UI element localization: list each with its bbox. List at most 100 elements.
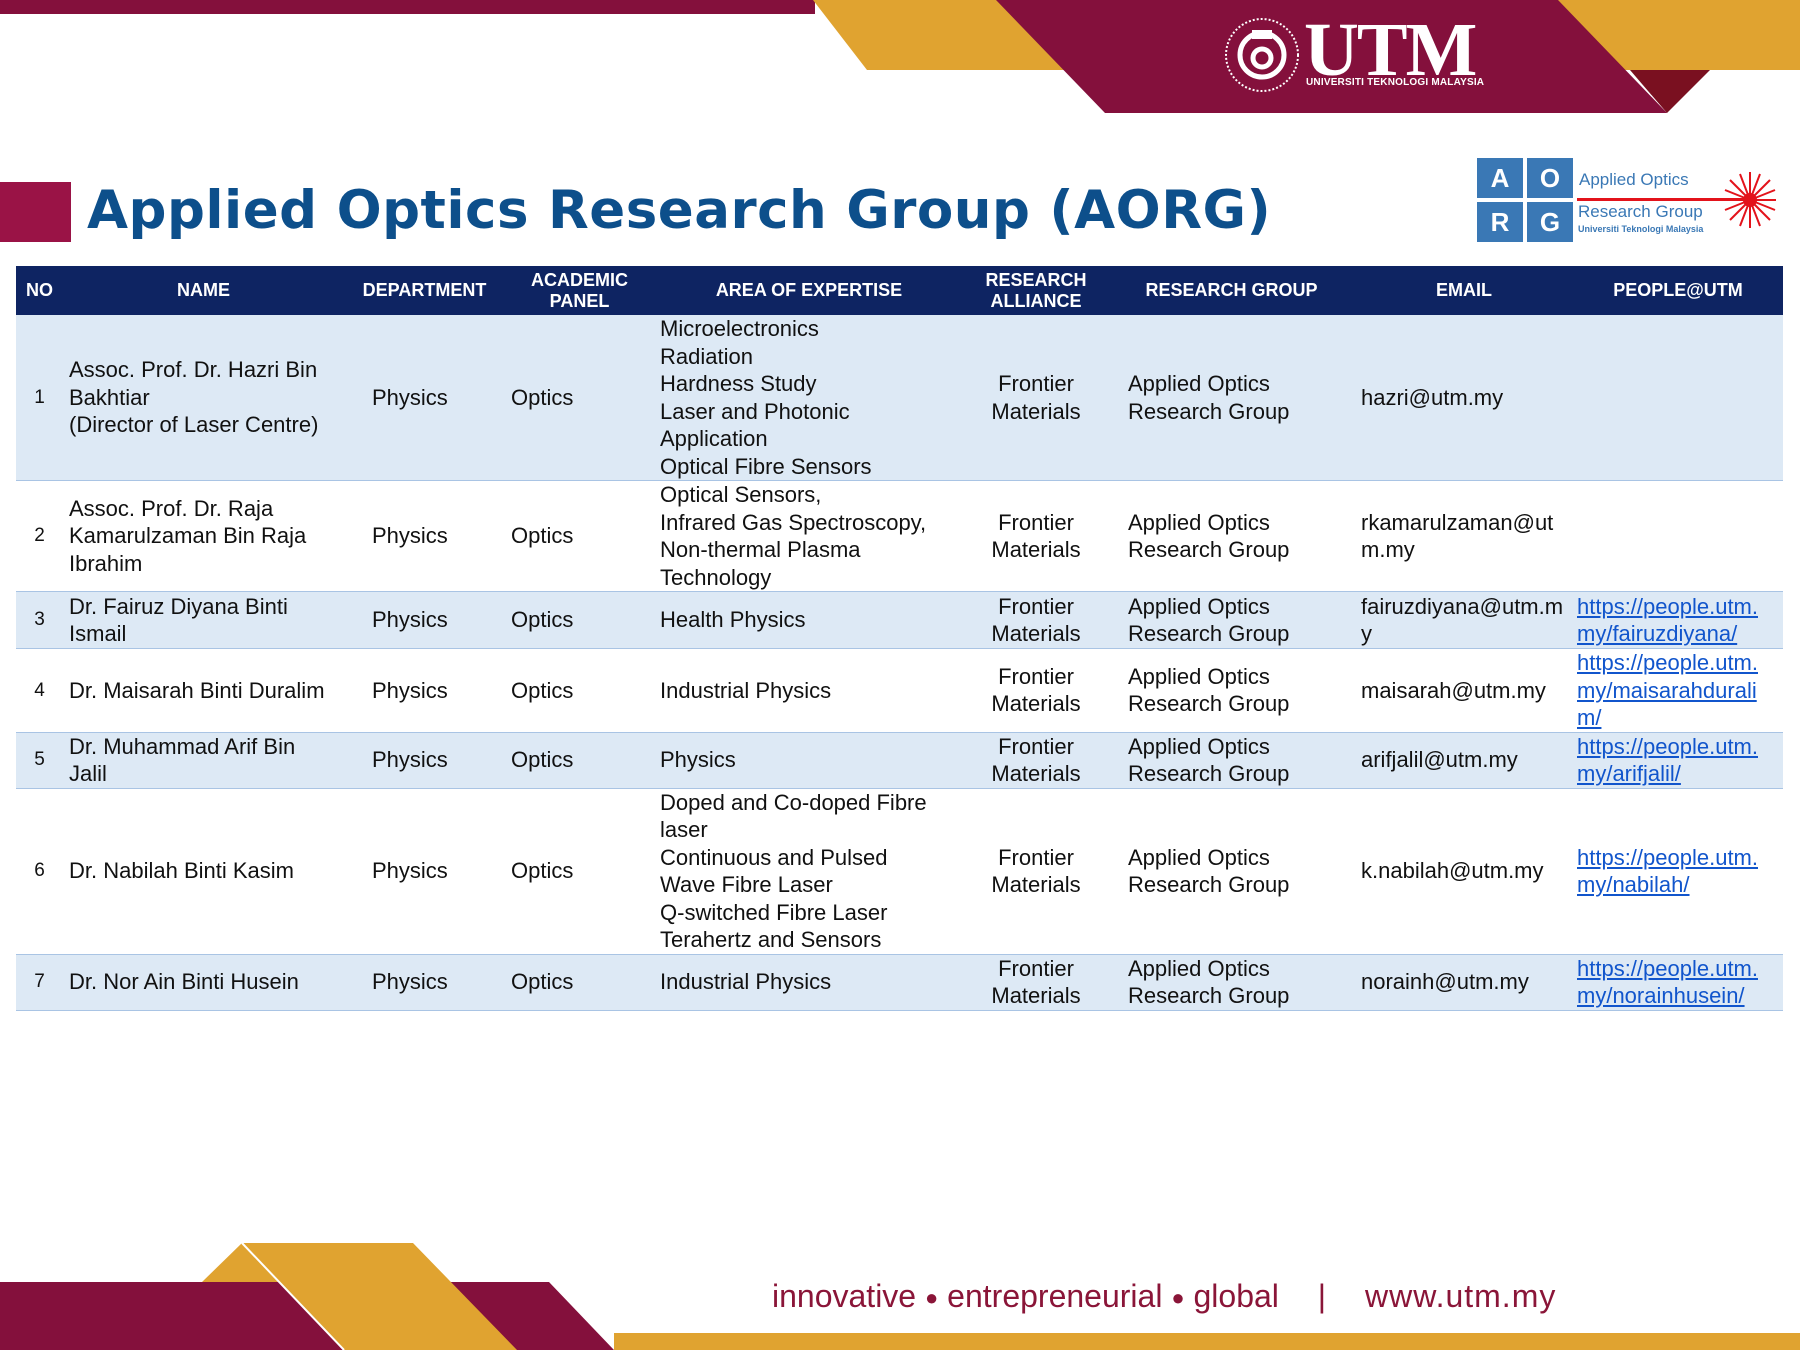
- cell-name: Dr. Muhammad Arif Bin Jalil: [63, 732, 344, 789]
- cell-department: Physics: [344, 954, 505, 1011]
- group-line: Applied Optics: [1128, 844, 1270, 870]
- expertise-line: Health Physics: [660, 607, 806, 633]
- cell-email[interactable]: norainh@utm.my: [1355, 954, 1573, 1011]
- cell-alliance: Frontier Materials: [964, 315, 1108, 481]
- cell-alliance: Frontier Materials: [964, 788, 1108, 955]
- cell-panel: Optics: [505, 315, 654, 481]
- cell-email[interactable]: rkamarulzaman@utm.my: [1355, 480, 1573, 592]
- alliance-line: Frontier: [998, 955, 1074, 981]
- expertise-line: Optical Sensors,: [660, 482, 822, 507]
- group-line: Research Group: [1128, 872, 1290, 897]
- cell-email[interactable]: hazri@utm.my: [1355, 315, 1573, 481]
- group-line: Research Group: [1128, 761, 1290, 786]
- cell-email[interactable]: arifjalil@utm.my: [1355, 732, 1573, 789]
- people-line[interactable]: https://people.utm.: [1577, 844, 1758, 870]
- group-line: Research Group: [1128, 691, 1290, 717]
- footer-separator: |: [1317, 1278, 1327, 1314]
- alliance-line: Materials: [991, 537, 1081, 562]
- table-row: 3 Dr. Fairuz Diyana Binti Ismail Physics Opt…: [16, 591, 1783, 649]
- cell-panel: Optics: [505, 732, 654, 789]
- cell-group: Applied Optics Research Group: [1108, 315, 1355, 481]
- utm-logo-subtitle: UNIVERSITI TEKNOLOGI MALAYSIA: [1306, 77, 1485, 88]
- column-header: AREA OF EXPERTISE: [654, 266, 964, 315]
- cell-panel: Optics: [505, 954, 654, 1011]
- cell-people: [1573, 480, 1783, 592]
- aorg-logo-line1: Applied Optics: [1579, 170, 1689, 189]
- group-line: Research Group: [1128, 621, 1290, 646]
- people-line[interactable]: https://people.utm.: [1577, 593, 1758, 619]
- cell-people: [1573, 315, 1783, 481]
- people-line[interactable]: my/fairuzdiyana/: [1577, 621, 1738, 646]
- cell-email[interactable]: maisarah@utm.my: [1355, 648, 1573, 733]
- name-line: Dr. Muhammad Arif Bin: [69, 733, 296, 759]
- cell-no: 3: [16, 591, 63, 649]
- people-line[interactable]: my/norainhusein/: [1577, 983, 1745, 1008]
- alliance-line: Materials: [991, 983, 1081, 1008]
- cell-department: Physics: [344, 315, 505, 481]
- bullet-icon: ●: [1171, 1285, 1185, 1310]
- cell-department: Physics: [344, 648, 505, 733]
- expertise-line: Doped and Co-doped Fibre: [660, 789, 927, 815]
- group-line: Research Group: [1128, 537, 1290, 562]
- cell-people: https://people.utm. my/maisarahdurali m/: [1573, 648, 1783, 733]
- name-line: Jalil: [69, 761, 107, 786]
- utm-seal-icon: [1225, 18, 1299, 92]
- alliance-line: Materials: [991, 872, 1081, 897]
- cell-expertise: Industrial Physics: [654, 954, 964, 1011]
- expertise-line: Non-thermal Plasma: [660, 537, 861, 562]
- expertise-line: Continuous and Pulsed: [660, 844, 888, 870]
- expertise-line: Technology: [660, 564, 772, 590]
- group-line: Applied Optics: [1128, 593, 1270, 619]
- alliance-line: Frontier: [998, 844, 1074, 870]
- expertise-line: Industrial Physics: [660, 677, 832, 703]
- people-profile-link[interactable]: https://people.utm. my/arifjalil/: [1577, 733, 1777, 788]
- cell-department: Physics: [344, 480, 505, 592]
- expertise-line: laser: [660, 817, 708, 842]
- cell-group: Applied Optics Research Group: [1108, 788, 1355, 955]
- people-line[interactable]: my/nabilah/: [1577, 872, 1690, 897]
- table-row: 5 Dr. Muhammad Arif Bin Jalil Physics Optics…: [16, 732, 1783, 789]
- people-profile-link[interactable]: https://people.utm. my/nabilah/: [1577, 844, 1777, 899]
- cell-name: Dr. Nabilah Binti Kasim: [63, 788, 344, 955]
- people-line[interactable]: my/maisarahdurali: [1577, 677, 1757, 703]
- group-line: Applied Optics: [1128, 663, 1270, 689]
- cell-expertise: Doped and Co-doped Fibre laser Continuous …: [654, 788, 964, 955]
- expertise-line: Application: [660, 426, 768, 451]
- footer-url[interactable]: www.utm.my: [1365, 1278, 1557, 1314]
- name-line: Bakhtiar: [69, 384, 150, 410]
- table-row: 6 Dr. Nabilah Binti Kasim Physics Optics Dop…: [16, 788, 1783, 955]
- people-profile-link[interactable]: https://people.utm. my/fairuzdiyana/: [1577, 593, 1777, 648]
- column-header: RESEARCH ALLIANCE: [964, 266, 1108, 315]
- people-line[interactable]: https://people.utm.: [1577, 650, 1758, 675]
- table-row: 2 Assoc. Prof. Dr. Raja Kamarulzaman Bin R…: [16, 480, 1783, 592]
- alliance-line: Frontier: [998, 371, 1074, 396]
- column-header: ACADEMIC PANEL: [505, 266, 654, 315]
- aorg-logo-line3: Universiti Teknologi Malaysia: [1578, 224, 1704, 234]
- page-title: Applied Optics Research Group (AORG): [87, 180, 1272, 241]
- cell-alliance: Frontier Materials: [964, 648, 1108, 733]
- alliance-line: Materials: [991, 398, 1081, 424]
- cell-group: Applied Optics Research Group: [1108, 954, 1355, 1011]
- cell-email[interactable]: fairuzdiyana@utm.my: [1355, 591, 1573, 649]
- people-line[interactable]: https://people.utm.: [1577, 955, 1758, 981]
- utm-logo-text: UTM: [1304, 8, 1477, 92]
- people-line[interactable]: https://people.utm.: [1577, 733, 1758, 759]
- cell-alliance: Frontier Materials: [964, 480, 1108, 592]
- cell-expertise: Optical Sensors, Infrared Gas Spectroscop…: [654, 480, 964, 592]
- column-header: NO: [16, 266, 63, 315]
- aorg-logo: A O R G Applied Optics Research Group Un…: [1477, 158, 1777, 244]
- name-line: Ibrahim: [69, 550, 143, 576]
- cell-no: 7: [16, 954, 63, 1011]
- cell-no: 4: [16, 648, 63, 733]
- cell-email[interactable]: k.nabilah@utm.my: [1355, 788, 1573, 955]
- people-profile-link[interactable]: https://people.utm. my/maisarahdurali m/: [1577, 649, 1777, 732]
- table-row: 7 Dr. Nor Ain Binti Husein Physics Optics In…: [16, 954, 1783, 1011]
- group-line: Applied Optics: [1128, 509, 1270, 535]
- expertise-line: Radiation: [660, 343, 753, 369]
- people-line[interactable]: m/: [1577, 705, 1602, 730]
- name-line: (Director of Laser Centre): [69, 412, 319, 438]
- people-profile-link[interactable]: https://people.utm. my/norainhusein/: [1577, 955, 1777, 1010]
- people-line[interactable]: my/arifjalil/: [1577, 761, 1681, 786]
- cell-panel: Optics: [505, 591, 654, 649]
